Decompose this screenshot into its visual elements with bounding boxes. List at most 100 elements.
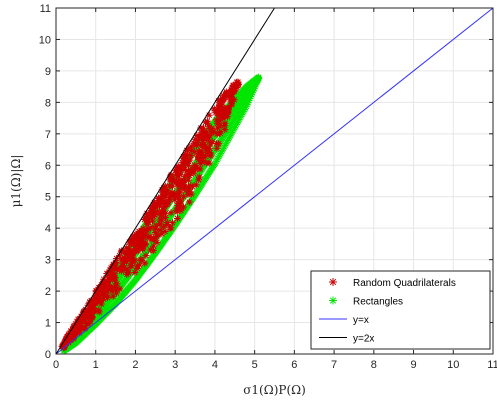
random-quadrilateral-marker: [225, 106, 233, 114]
rectangles-marker: [242, 102, 250, 110]
random-quadrilateral-marker: [174, 215, 181, 222]
random-quadrilateral-marker: [158, 230, 166, 238]
random-quadrilateral-marker: [131, 240, 139, 248]
x-tick-label: 6: [291, 359, 297, 371]
random-quadrilateral-marker: [136, 261, 144, 269]
random-quadrilateral-marker: [123, 254, 131, 262]
random-quadrilateral-marker: [167, 209, 175, 217]
random-quadrilateral-marker: [198, 129, 206, 137]
legend-entry-label: y=x: [353, 315, 369, 326]
random-quadrilateral-marker: [156, 202, 163, 210]
rectangles-marker: [244, 99, 252, 107]
random-quadrilateral-marker: [99, 279, 107, 287]
random-quadrilateral-marker: [72, 322, 80, 330]
random-quadrilateral-marker: [227, 101, 235, 109]
random-quadrilateral-marker: [205, 123, 213, 131]
random-quadrilateral-marker: [153, 207, 161, 215]
y-tick-label: 5: [45, 192, 51, 204]
random-quadrilateral-marker: [139, 243, 147, 251]
random-quadrilateral-marker: [188, 142, 196, 150]
rectangles-marker: [255, 73, 263, 81]
random-quadrilateral-marker: [136, 244, 144, 252]
random-quadrilateral-marker: [97, 296, 104, 304]
random-quadrilateral-marker: [107, 269, 115, 277]
random-quadrilateral-marker: [151, 200, 159, 207]
y-tick-label: 11: [40, 3, 51, 15]
random-quadrilateral-marker: [126, 240, 134, 248]
random-quadrilateral-marker: [151, 229, 159, 236]
random-quadrilateral-marker: [111, 276, 119, 284]
random-quadrilateral-marker: [176, 189, 184, 197]
y-tick-label: 2: [45, 286, 51, 298]
random-quadrilateral-marker: [161, 193, 169, 201]
random-quadrilateral-marker: [102, 283, 110, 291]
rectangles-marker: [240, 107, 248, 115]
random-quadrilateral-marker: [131, 269, 139, 276]
random-quadrilateral-marker: [213, 130, 221, 138]
random-quadrilateral-marker: [162, 199, 170, 207]
random-quadrilateral-marker: [186, 172, 194, 179]
plot-area: 0 1 2 3 4 5 6 7 8 9 10 11 0 1 2 3 4 5 6 7 8 9 10 11: [39, 3, 497, 371]
random-quadrilateral-marker: [186, 188, 193, 196]
random-quadrilateral-marker: [191, 162, 199, 170]
series-group: [56, 8, 493, 354]
random-quadrilateral-marker: [191, 135, 199, 143]
random-quadrilateral-marker: [121, 248, 129, 256]
random-quadrilateral-marker: [144, 225, 152, 233]
random-quadrilateral-marker: [181, 182, 189, 190]
random-quadrilateral-marker: [213, 144, 221, 152]
random-quadrilateral-marker: [183, 171, 191, 179]
random-quadrilateral-marker: [173, 165, 180, 173]
random-quadrilateral-marker: [197, 131, 205, 138]
rectangles-marker: [246, 95, 254, 103]
y-axis-label: μ1(Ω)|Ω|: [9, 155, 23, 208]
random-quadrilateral-marker: [84, 301, 92, 309]
axes-box: [55, 7, 494, 355]
random-quadrilateral-marker: [210, 105, 218, 113]
random-quadrilateral-marker: [177, 165, 184, 173]
random-quadrilateral-marker: [212, 116, 220, 124]
x-axis-label: σ1(Ω)P(Ω): [243, 383, 306, 397]
random-quadrilateral-marker: [134, 247, 142, 255]
rectangles-marker: [226, 132, 234, 140]
y-tick-label: 0: [45, 349, 51, 361]
random-quadrilateral-marker: [111, 270, 119, 278]
random-quadrilateral-marker: [159, 223, 167, 231]
random-quadrilateral-marker: [162, 214, 169, 221]
random-quadrilateral-marker: [167, 224, 175, 232]
legend-entry-label: Rectangles: [353, 297, 403, 308]
x-tick-label: 1: [93, 359, 99, 371]
random-quadrilateral-marker: [145, 214, 153, 222]
random-quadrilateral-marker: [175, 179, 182, 187]
rectangles-marker: [219, 145, 227, 153]
random-quadrilateral-marker: [155, 198, 163, 206]
random-quadrilateral-marker: [198, 127, 206, 135]
random-quadrilateral-marker: [175, 170, 183, 178]
random-quadrilateral-marker: [147, 246, 155, 254]
y-tick-label: 1: [45, 318, 51, 330]
random-quadrilateral-marker: [183, 166, 191, 174]
x-tick-label: 2: [132, 359, 138, 371]
x-tick-label: 11: [487, 359, 497, 371]
legend-box: [310, 270, 491, 350]
random-quadrilateral-marker: [109, 292, 117, 300]
random-quadrilateral-marker: [141, 216, 148, 223]
random-quadrilateral-marker: [181, 150, 189, 158]
random-quadrilateral-marker: [193, 132, 201, 139]
random-quadrilateral-marker: [183, 151, 191, 159]
random-quadrilateral-marker: [155, 194, 163, 202]
random-quadrilateral-marker: [189, 165, 197, 173]
legend-entry-label: Random Quadrilaterals: [353, 278, 456, 289]
random-quadrilateral-marker: [64, 332, 72, 340]
random-quadrilateral-marker: [235, 81, 243, 89]
random-quadrilateral-marker: [143, 218, 151, 226]
rectangles-marker: [239, 109, 247, 117]
random-quadrilateral-marker: [182, 157, 189, 165]
rectangles-marker: [233, 120, 240, 128]
random-quadrilateral-marker: [234, 78, 242, 86]
random-quadrilateral-marker: [147, 235, 155, 243]
random-quadrilateral-marker: [127, 262, 135, 270]
random-quadrilateral-marker: [163, 220, 171, 228]
random-quadrilateral-marker: [202, 159, 210, 167]
